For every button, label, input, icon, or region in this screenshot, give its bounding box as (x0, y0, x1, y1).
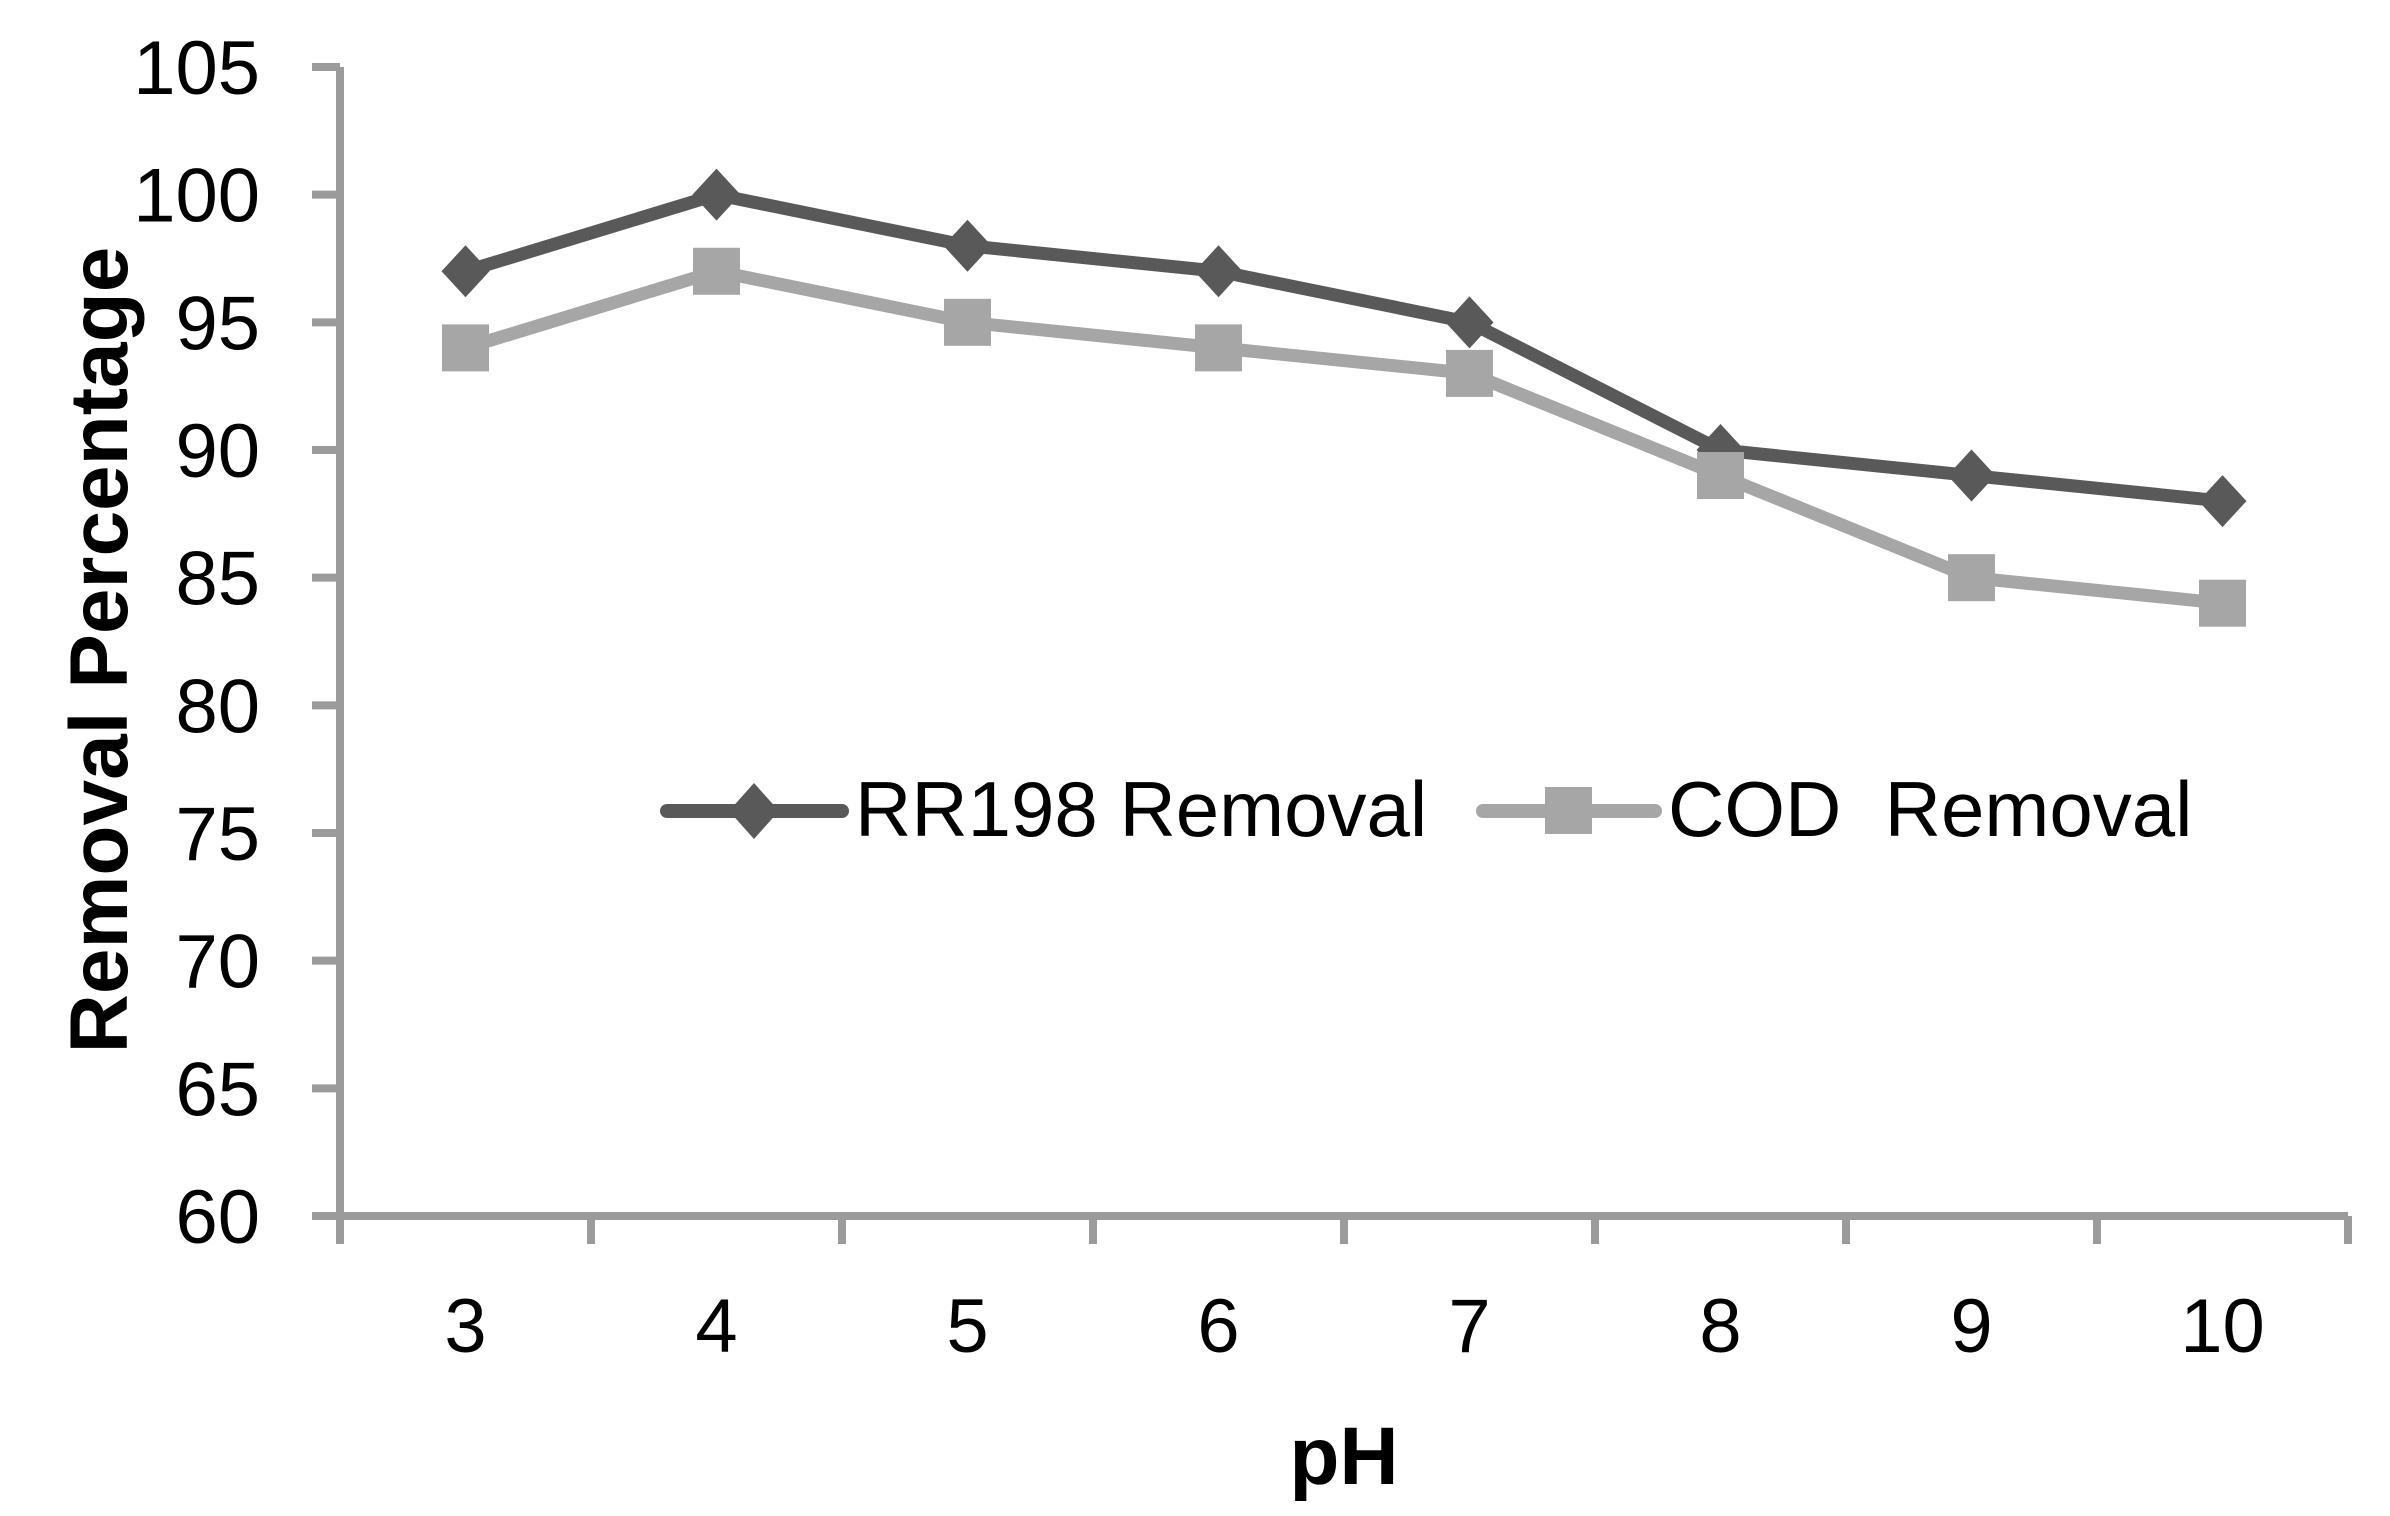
legend: RR198 Removal COD Removal (660, 765, 2192, 853)
legend-label-cod: COD Removal (1668, 765, 2192, 853)
diamond-marker-icon (729, 783, 779, 839)
data-point-square-cod-removal (693, 247, 740, 295)
axes-layer: 60 65 70 75 80 85 90 95 100 105 3 4 5 6 7 8 9 10 (133, 26, 2352, 1369)
series-line-rr198-removal (463, 188, 2224, 508)
y-axis-title: Removal Percentage (54, 247, 145, 1054)
legend-label-rr198: RR198 Removal (855, 765, 1427, 853)
data-point-square-cod-removal (1195, 324, 1242, 372)
data-point-square-cod-removal (1948, 554, 1995, 602)
y-axis-tick-label: 60 (175, 1175, 260, 1260)
y-axis-tick-label: 100 (133, 154, 260, 239)
data-point-square-cod-removal (944, 298, 991, 346)
x-axis-title: pH (1289, 1411, 1398, 1502)
x-axis-tick-label: 3 (444, 1284, 486, 1369)
data-point-square-cod-removal (442, 324, 489, 372)
legend-item-cod-removal: COD Removal (1476, 765, 2192, 853)
series-layer (441, 168, 2247, 627)
x-axis-tick-label: 5 (946, 1284, 988, 1369)
x-axis-tick-label: 10 (2180, 1284, 2265, 1369)
y-axis-tick-label: 70 (175, 920, 260, 1005)
x-axis-tick-label: 9 (1950, 1284, 1992, 1369)
series-line-cod-removal (463, 264, 2224, 610)
x-axis-tick-label: 7 (1448, 1284, 1490, 1369)
data-point-diamond-rr198-removal (2198, 475, 2247, 528)
legend-item-rr198-removal: RR198 Removal (660, 765, 1427, 853)
data-point-square-cod-removal (1446, 349, 1493, 397)
x-axis-tick-label: 6 (1197, 1284, 1239, 1369)
data-point-diamond-rr198-removal (1947, 449, 1996, 502)
data-point-square-cod-removal (2199, 579, 2246, 627)
y-axis-tick-label: 105 (133, 26, 260, 111)
data-point-diamond-rr198-removal (943, 219, 992, 272)
square-marker-icon (1545, 787, 1592, 834)
y-axis-tick-label: 80 (175, 664, 260, 749)
data-point-diamond-rr198-removal (1194, 245, 1243, 298)
y-axis-tick-label: 95 (175, 281, 260, 366)
x-axis-tick-label: 8 (1699, 1284, 1741, 1369)
data-point-diamond-rr198-removal (441, 245, 490, 298)
data-point-square-cod-removal (1697, 452, 1744, 500)
y-axis-tick-label: 85 (175, 537, 260, 622)
y-axis-tick-label: 75 (175, 792, 260, 877)
y-axis-tick-label: 65 (175, 1047, 260, 1132)
data-point-diamond-rr198-removal (692, 168, 741, 221)
x-axis-tick-label: 4 (695, 1284, 737, 1369)
data-point-diamond-rr198-removal (1445, 296, 1494, 349)
y-axis-tick-label: 90 (175, 409, 260, 494)
